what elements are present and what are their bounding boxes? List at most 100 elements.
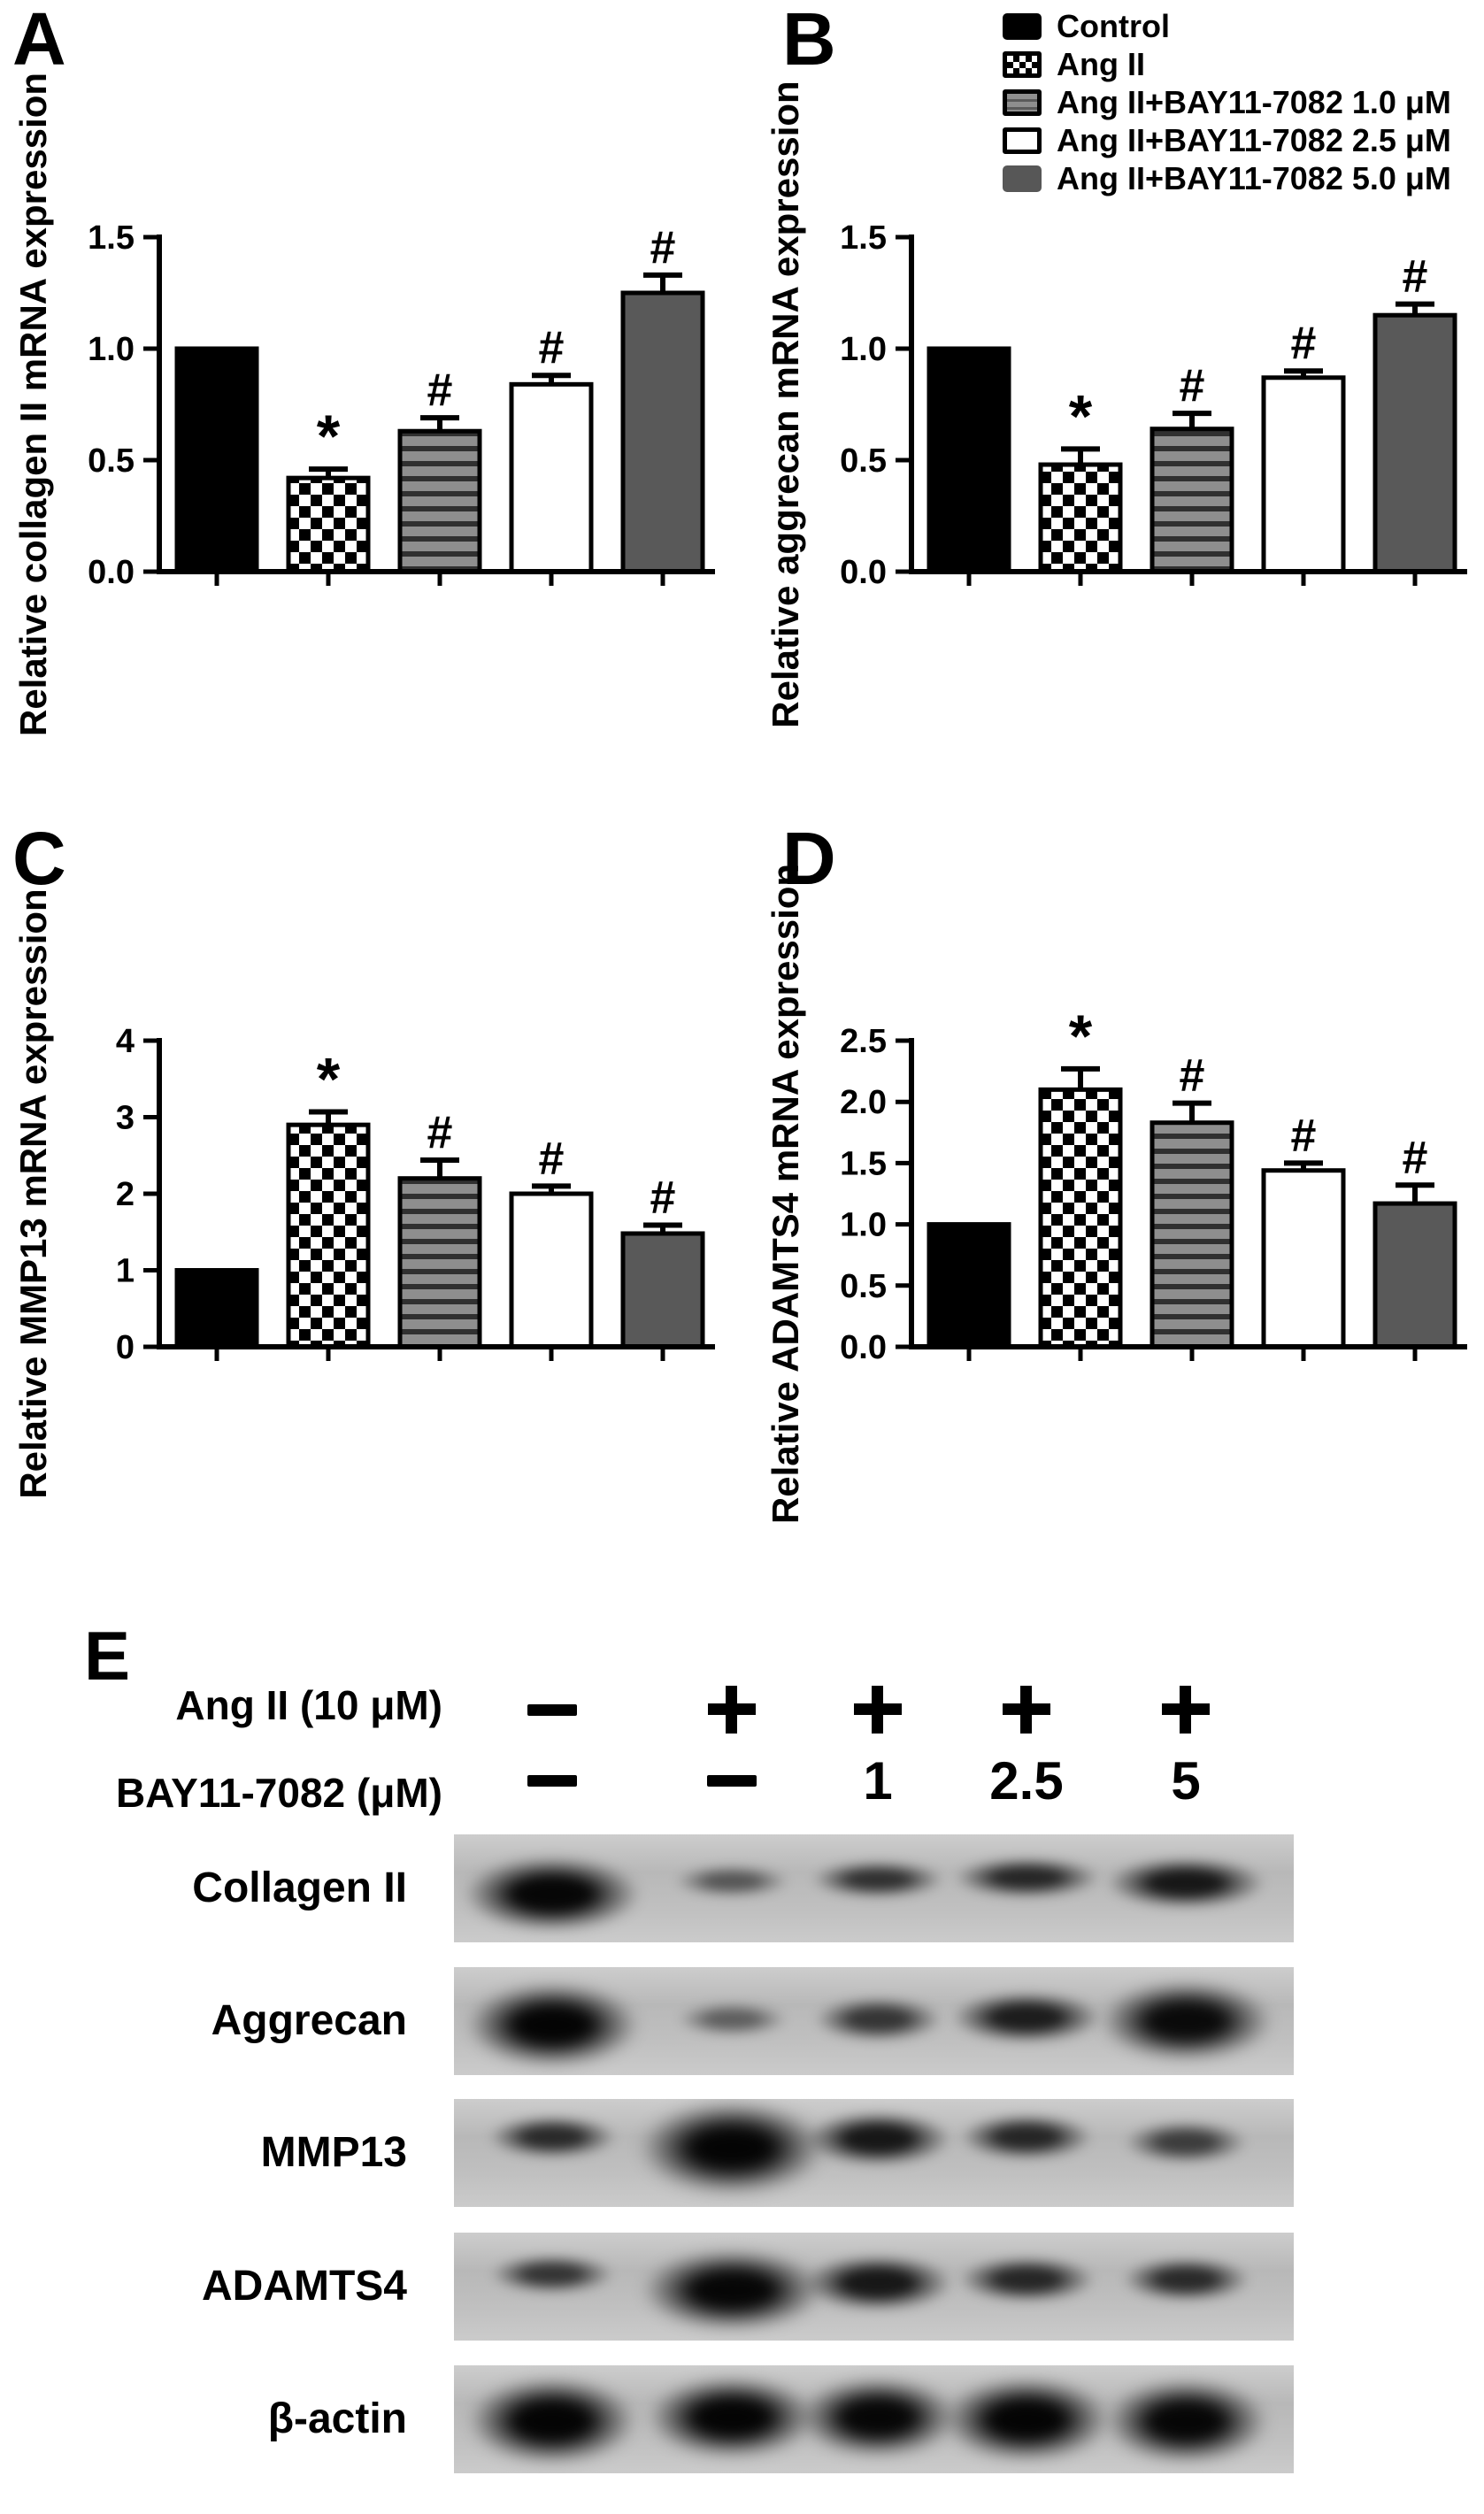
bar-A-4 — [509, 381, 594, 574]
y-tick-label: 1.0 — [840, 1207, 887, 1244]
minus-icon — [527, 1774, 577, 1787]
legend: Control Ang II Ang II+BAY11-7082 1.0 μM Ang… — [1003, 7, 1451, 197]
y-axis-title: Relative ADAMTS4 mRNA expression — [765, 864, 806, 1524]
panel-label-d: D — [782, 817, 836, 900]
blot-row-label: Collagen II — [192, 1864, 407, 1911]
condition-value — [689, 1747, 774, 1814]
bar-C-3 — [397, 1176, 482, 1349]
condition-value: 5 — [1171, 1750, 1201, 1811]
protein-band — [1106, 1857, 1265, 1909]
condition-value — [984, 1676, 1069, 1743]
y-axis-title: Relative collagen II mRNA expression — [12, 73, 54, 736]
plus-icon — [708, 1686, 756, 1734]
protein-band — [811, 1861, 944, 1898]
y-tick-label: 1.0 — [88, 331, 135, 368]
bar-C-2 — [286, 1122, 371, 1349]
protein-band — [464, 1856, 641, 1932]
y-tick-label: 3 — [116, 1100, 135, 1137]
blot-row-label: β-actin — [267, 2395, 407, 2442]
condition-value: 1 — [863, 1750, 893, 1811]
significance-marker: # — [539, 322, 565, 373]
bar-D-1 — [927, 1222, 1011, 1349]
protein-band — [813, 1997, 942, 2041]
bar-B-4 — [1261, 375, 1346, 574]
chart-panel-collagen2-mrna: * # # #0.0 0.5 1.0 1.5 Relative collagen II mRN… — [0, 0, 729, 736]
y-tick-label: 0 — [116, 1329, 135, 1366]
y-tick-label: 0.0 — [88, 554, 135, 591]
y-tick-label: 1.5 — [840, 1145, 887, 1182]
bar-C-4 — [509, 1191, 594, 1349]
protein-band — [960, 2114, 1093, 2160]
legend-item: Ang II+BAY11-7082 2.5 μM — [1003, 121, 1451, 159]
chart-B: * # # #0.0 0.5 1.0 1.5 Relative aggrecan mRNA e… — [765, 81, 1467, 728]
bar-B-3 — [1150, 427, 1234, 574]
blot-row-label: MMP13 — [260, 2129, 407, 2176]
protein-band — [674, 1865, 789, 1897]
protein-band — [1121, 2257, 1250, 2302]
condition-value — [510, 1676, 595, 1743]
protein-band — [490, 2255, 614, 2294]
legend-item: Ang II+BAY11-7082 1.0 μM — [1003, 83, 1451, 121]
significance-marker: * — [317, 403, 341, 470]
bar-D-4 — [1261, 1168, 1346, 1349]
y-tick-label: 1 — [116, 1253, 135, 1290]
protein-band — [803, 2255, 953, 2311]
blot-row-label: ADAMTS4 — [201, 2263, 407, 2310]
significance-marker: # — [650, 1172, 676, 1223]
y-tick-label: 0.0 — [840, 1329, 887, 1366]
y-tick-label: 4 — [116, 1023, 135, 1060]
condition-value — [835, 1676, 920, 1743]
significance-marker: # — [427, 1107, 453, 1158]
legend-swatch-white — [1003, 127, 1042, 154]
chart-C: * # # #0 1 2 3 4 Relative MMP13 mRNA expression — [12, 888, 715, 1499]
significance-marker: # — [650, 222, 676, 273]
panel-label-e: E — [84, 1617, 131, 1695]
protein-band — [804, 2111, 951, 2166]
y-tick-label: 2 — [116, 1176, 135, 1213]
condition-value — [510, 1747, 595, 1814]
blot-strip-3 — [454, 2099, 1294, 2207]
protein-band — [648, 2377, 816, 2458]
minus-icon — [707, 1774, 757, 1787]
condition-value: 2.5 — [989, 1750, 1064, 1811]
panel-label-c: C — [12, 817, 66, 900]
protein-band — [957, 2256, 1096, 2303]
bar-B-5 — [1373, 312, 1457, 574]
y-tick-label: 0.5 — [840, 442, 887, 480]
plus-icon — [854, 1686, 902, 1734]
significance-marker: # — [1291, 1110, 1317, 1161]
significance-marker: * — [1069, 382, 1093, 450]
protein-band — [951, 1992, 1102, 2043]
minus-icon — [527, 1703, 577, 1716]
bar-A-1 — [174, 346, 259, 574]
significance-marker: # — [1403, 251, 1428, 303]
bar-D-5 — [1373, 1201, 1457, 1349]
condition-value — [689, 1676, 774, 1743]
blot-strip-5 — [454, 2365, 1294, 2473]
y-tick-label: 0.5 — [88, 442, 135, 480]
bar-A-3 — [397, 428, 482, 574]
y-axis-title: Relative MMP13 mRNA expression — [12, 888, 54, 1498]
bar-B-1 — [927, 346, 1011, 574]
protein-band — [942, 2377, 1111, 2462]
legend-item: Ang II — [1003, 45, 1451, 83]
legend-label: Ang II+BAY11-7082 1.0 μM — [1057, 83, 1451, 120]
legend-label: Ang II+BAY11-7082 5.0 μM — [1057, 159, 1451, 196]
bar-D-2 — [1038, 1087, 1123, 1349]
blot-strip-1 — [454, 1834, 1294, 1942]
legend-swatch-hstripe — [1003, 88, 1042, 116]
y-tick-label: 0.0 — [840, 554, 887, 591]
bar-A-5 — [620, 290, 705, 574]
protein-band — [468, 2378, 636, 2464]
protein-band — [1099, 1981, 1273, 2061]
condition-row-label: BAY11-7082 (μM) — [115, 1770, 442, 1816]
protein-band — [676, 2003, 788, 2036]
chart-D: * # # #0.0 0.5 1.0 1.5 2.0 2.5 Relative ADAMTS4 m… — [765, 864, 1467, 1524]
y-tick-label: 0.5 — [840, 1268, 887, 1305]
panel-label-a: A — [12, 0, 66, 81]
y-tick-label: 1.5 — [88, 219, 135, 257]
significance-marker: * — [317, 1045, 341, 1112]
y-tick-label: 1.0 — [840, 331, 887, 368]
bar-D-3 — [1150, 1120, 1234, 1349]
